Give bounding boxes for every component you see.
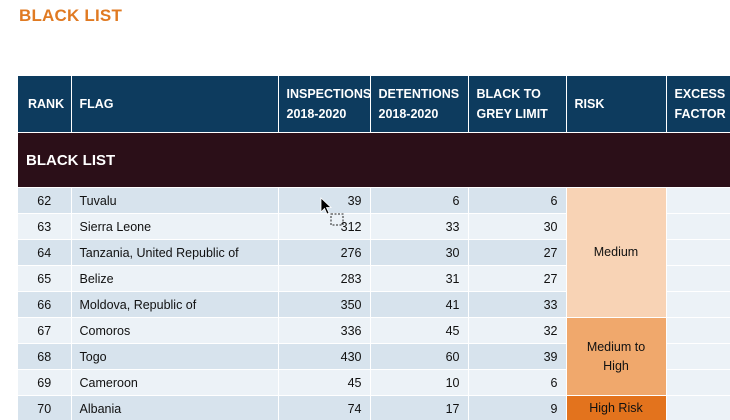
cell-excess: [666, 266, 730, 292]
cell-rank: 62: [18, 188, 71, 214]
header-row: RANK FLAG INSPECTIONS 2018-2020 DETENTION…: [18, 76, 730, 133]
section-label: BLACK LIST: [18, 133, 730, 188]
cell-excess: [666, 396, 730, 420]
table-row: 62 Tuvalu 39 6 6 Medium: [18, 188, 730, 214]
cell-detentions: 10: [370, 370, 468, 396]
cell-excess: [666, 318, 730, 344]
cell-flag: Belize: [71, 266, 278, 292]
cell-rank: 67: [18, 318, 71, 344]
cell-inspections: 336: [278, 318, 370, 344]
header-rank: RANK: [18, 76, 71, 133]
cell-limit: 6: [468, 188, 566, 214]
cell-inspections: 74: [278, 396, 370, 420]
cell-rank: 66: [18, 292, 71, 318]
cell-excess: [666, 214, 730, 240]
cell-detentions: 6: [370, 188, 468, 214]
cell-rank: 69: [18, 370, 71, 396]
cell-detentions: 31: [370, 266, 468, 292]
cell-detentions: 41: [370, 292, 468, 318]
table-row: 67 Comoros 336 45 32 Medium to High: [18, 318, 730, 344]
table-row: 70 Albania 74 17 9 High Risk: [18, 396, 730, 420]
cell-limit: 27: [468, 240, 566, 266]
cell-limit: 27: [468, 266, 566, 292]
cell-limit: 33: [468, 292, 566, 318]
header-flag: FLAG: [71, 76, 278, 133]
cell-inspections: 283: [278, 266, 370, 292]
risk-medium-high-cell: Medium to High: [566, 318, 666, 396]
header-detentions: DETENTIONS 2018-2020: [370, 76, 468, 133]
cell-excess: [666, 240, 730, 266]
header-inspections: INSPECTIONS 2018-2020: [278, 76, 370, 133]
cell-limit: 6: [468, 370, 566, 396]
cell-flag: Tanzania, United Republic of: [71, 240, 278, 266]
cell-limit: 30: [468, 214, 566, 240]
risk-high-cell: High Risk: [566, 396, 666, 420]
cell-excess: [666, 344, 730, 370]
cell-flag: Togo: [71, 344, 278, 370]
cell-limit: 9: [468, 396, 566, 420]
section-row: BLACK LIST: [18, 133, 730, 188]
cell-rank: 64: [18, 240, 71, 266]
cell-excess: [666, 292, 730, 318]
black-list-table: RANK FLAG INSPECTIONS 2018-2020 DETENTION…: [18, 76, 730, 420]
cell-flag: Comoros: [71, 318, 278, 344]
cell-rank: 70: [18, 396, 71, 420]
cell-flag: Sierra Leone: [71, 214, 278, 240]
cell-inspections: 430: [278, 344, 370, 370]
cell-detentions: 17: [370, 396, 468, 420]
cell-detentions: 30: [370, 240, 468, 266]
cell-rank: 68: [18, 344, 71, 370]
cell-inspections: 276: [278, 240, 370, 266]
header-black-to-grey-limit: BLACK TO GREY LIMIT: [468, 76, 566, 133]
cell-flag: Albania: [71, 396, 278, 420]
risk-medium-cell: Medium: [566, 188, 666, 318]
cell-detentions: 45: [370, 318, 468, 344]
cell-rank: 63: [18, 214, 71, 240]
cell-excess: [666, 370, 730, 396]
mouse-pointer-icon: [320, 197, 346, 227]
cell-inspections: 350: [278, 292, 370, 318]
cell-excess: [666, 188, 730, 214]
cell-flag: Cameroon: [71, 370, 278, 396]
cell-detentions: 33: [370, 214, 468, 240]
cell-limit: 32: [468, 318, 566, 344]
cell-inspections: 45: [278, 370, 370, 396]
header-risk: RISK: [566, 76, 666, 133]
cell-rank: 65: [18, 266, 71, 292]
page-title: BLACK LIST: [19, 6, 122, 26]
cell-flag: Tuvalu: [71, 188, 278, 214]
header-excess-factor: EXCESS FACTOR: [666, 76, 730, 133]
cell-flag: Moldova, Republic of: [71, 292, 278, 318]
cell-detentions: 60: [370, 344, 468, 370]
cell-limit: 39: [468, 344, 566, 370]
